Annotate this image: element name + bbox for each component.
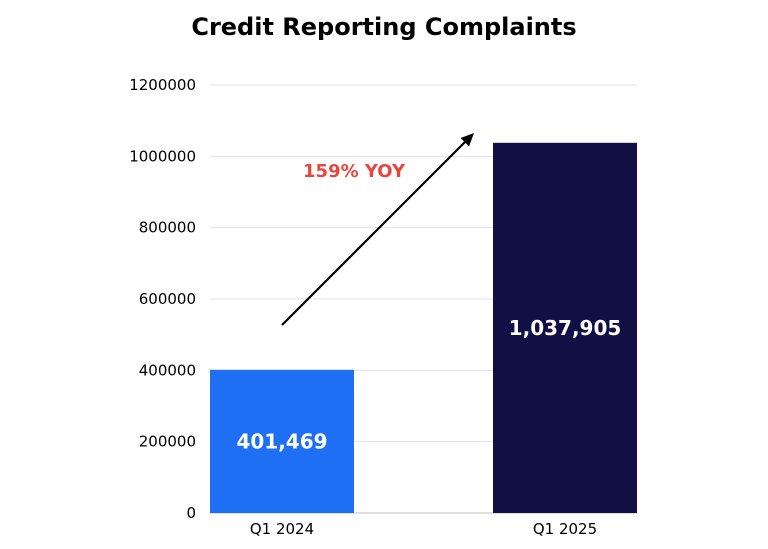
x-axis-categories: Q1 2024 Q1 2025 xyxy=(250,520,597,538)
x-category-label: Q1 2025 xyxy=(533,520,597,538)
bar-2 xyxy=(493,142,637,513)
bar-value-label: 1,037,905 xyxy=(509,316,622,340)
y-tick-label: 200000 xyxy=(139,433,196,451)
arrow-head xyxy=(460,133,474,147)
y-tick-label: 600000 xyxy=(139,290,196,308)
y-tick-label: 0 xyxy=(186,504,196,522)
arrow-shaft xyxy=(281,137,470,326)
bar-value-label: 401,469 xyxy=(236,429,327,453)
yoy-arrow xyxy=(281,133,474,326)
chart-title: Credit Reporting Complaints xyxy=(191,13,576,41)
y-tick-label: 1200000 xyxy=(129,76,196,94)
y-tick-label: 800000 xyxy=(139,219,196,237)
y-tick-label: 1000000 xyxy=(129,147,196,165)
y-tick-label: 400000 xyxy=(139,361,196,379)
bar-1 xyxy=(210,369,354,513)
x-category-label: Q1 2024 xyxy=(250,520,314,538)
y-axis-ticks: 0 200000 400000 600000 800000 1000000 1200000 xyxy=(129,76,196,522)
bars: 401,469 1,037,905 xyxy=(210,142,637,513)
yoy-annotation: 159% YOY xyxy=(303,161,406,182)
